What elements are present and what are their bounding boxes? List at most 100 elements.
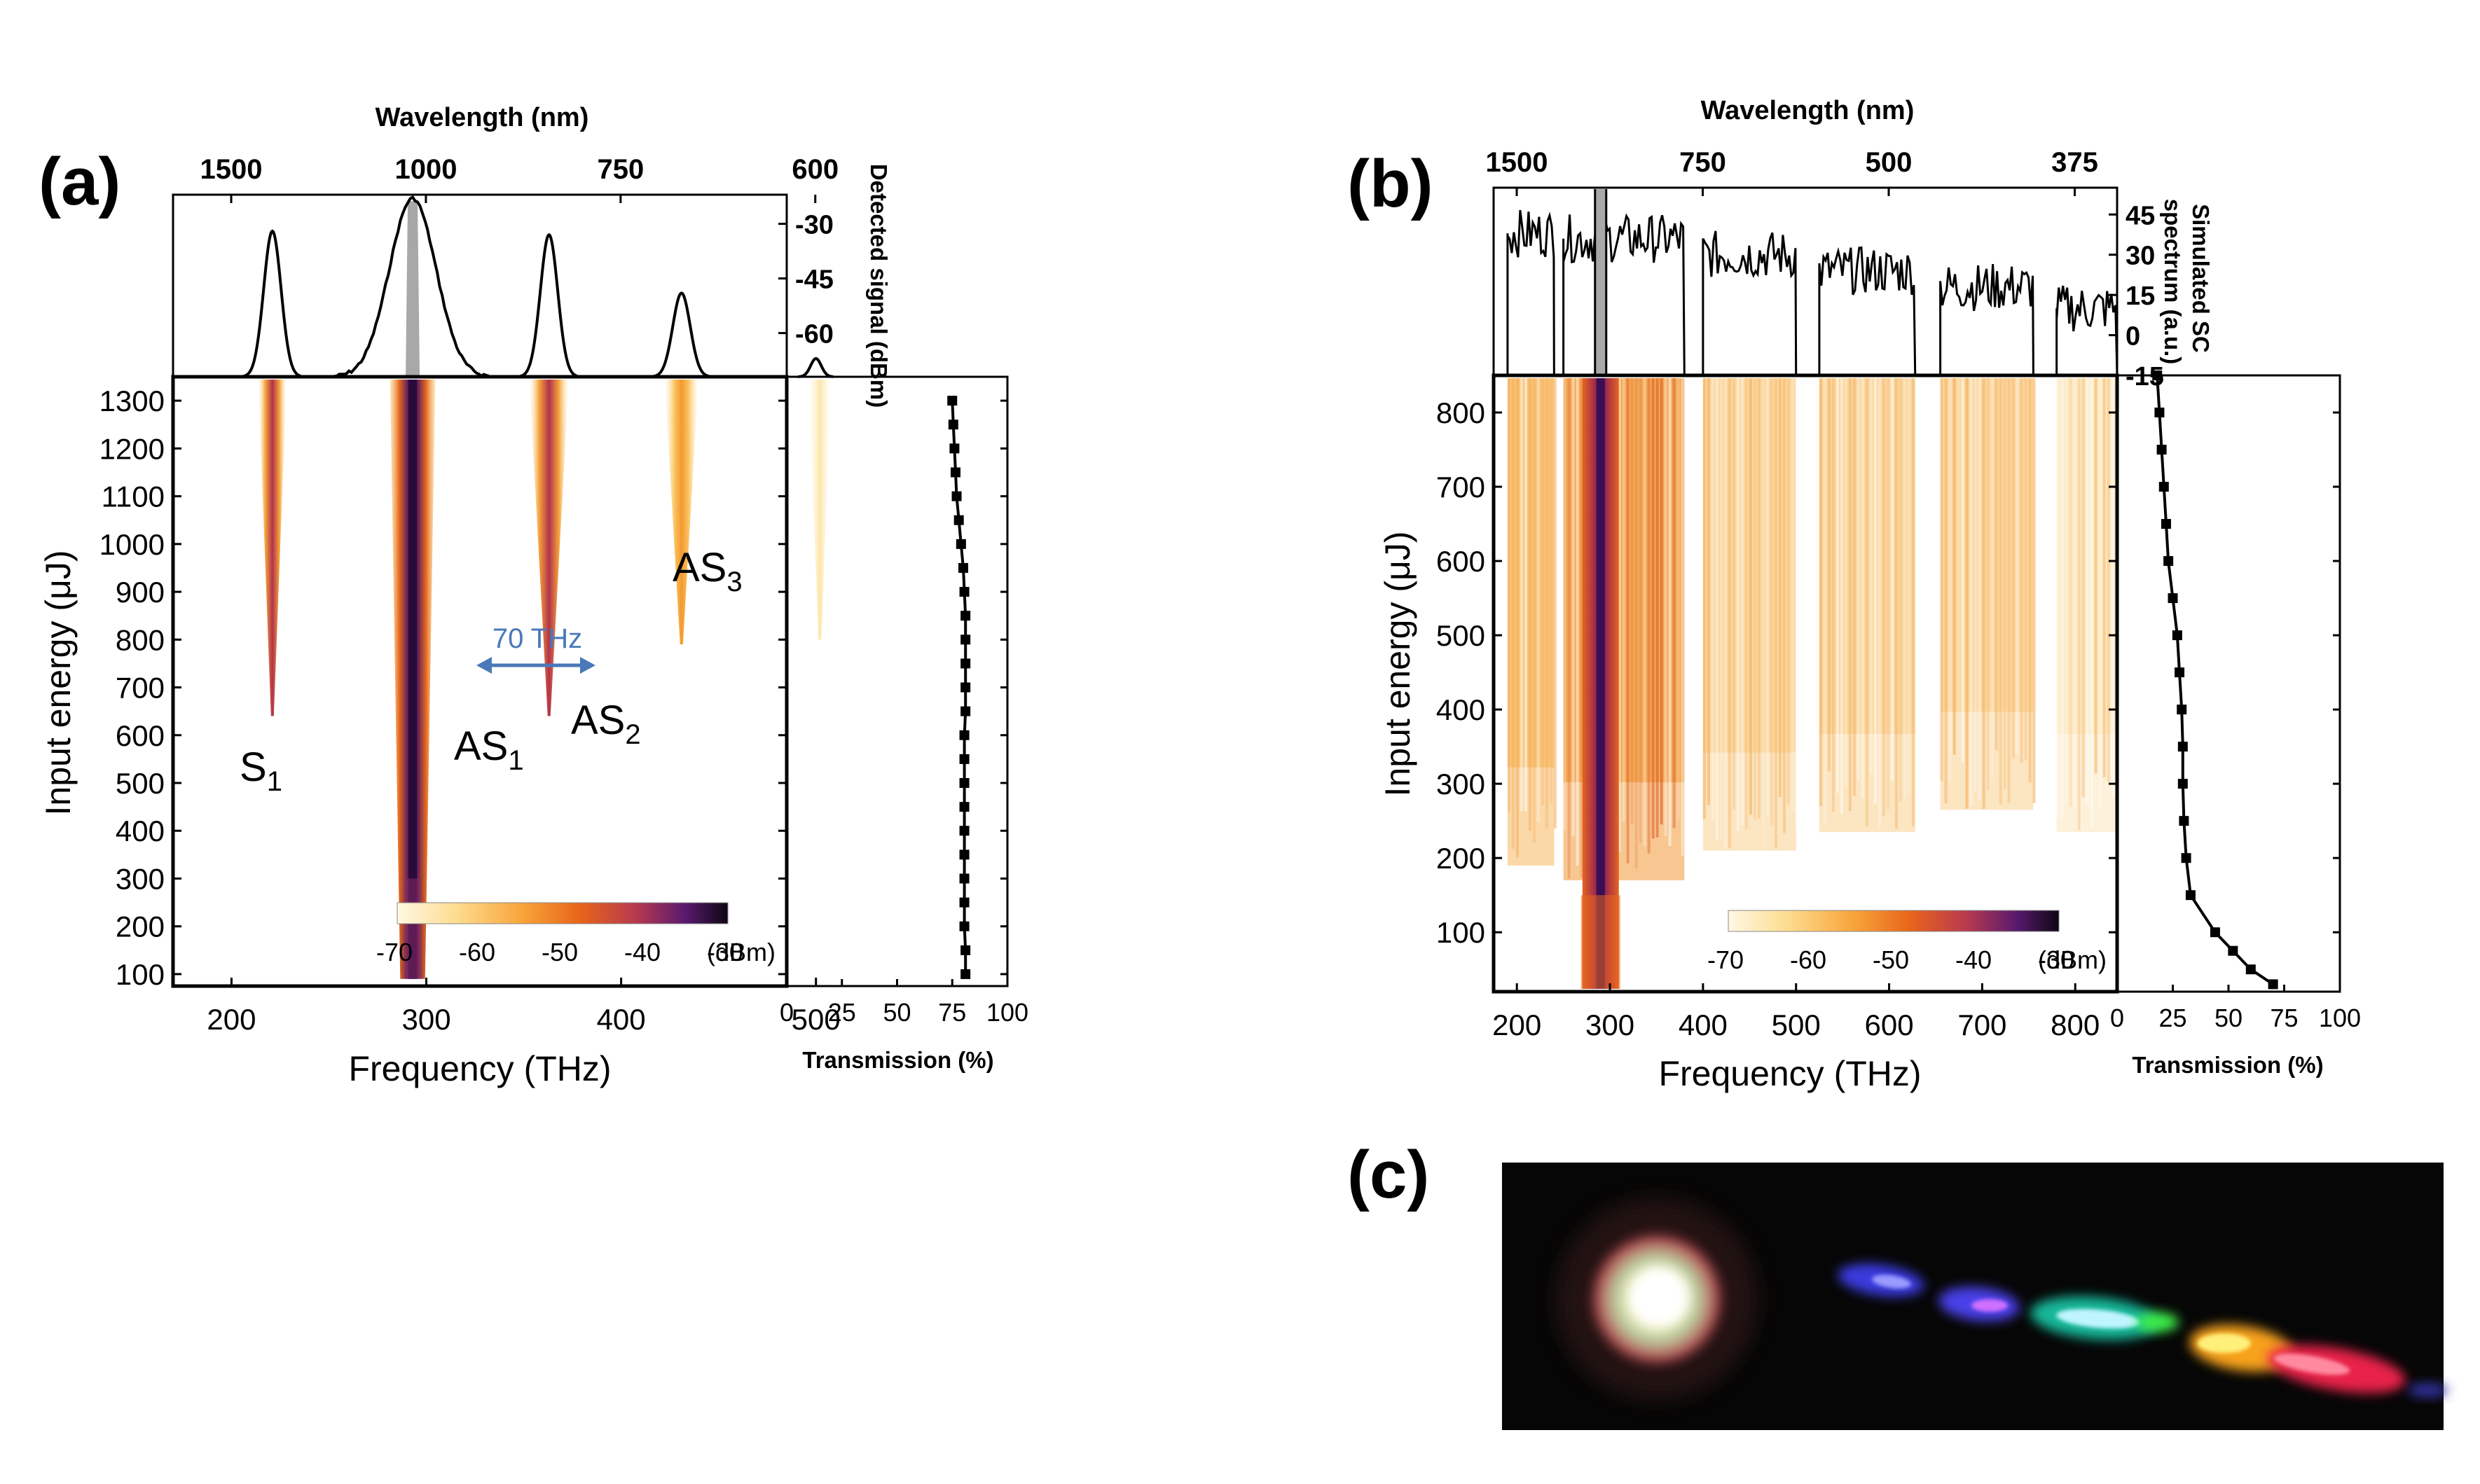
- x-tick-label: 200: [207, 1003, 256, 1036]
- band-streak: [2111, 378, 2114, 796]
- band-streak: [1852, 378, 1856, 797]
- panel-a-ylabel: Input energy (μJ): [39, 550, 78, 816]
- band-streak: [1819, 378, 1822, 806]
- band-streak: [1626, 378, 1630, 864]
- band-streak: [1571, 378, 1575, 837]
- band-streak: [1940, 378, 1943, 781]
- transmission-marker: [2181, 853, 2191, 864]
- wavelength-tick-label: 750: [1679, 147, 1726, 178]
- wavelength-tick-label: 500: [1866, 147, 1913, 178]
- band-streak: [2011, 378, 2015, 758]
- band-fade: [2056, 734, 2117, 833]
- band-streak: [2020, 378, 2023, 763]
- band-streak: [1511, 378, 1515, 849]
- y-tick-label: 1100: [102, 480, 165, 513]
- band-streak: [1835, 378, 1839, 793]
- band-streak: [1999, 378, 2002, 805]
- transmission-marker: [960, 611, 971, 621]
- band-streak: [1986, 378, 1990, 789]
- panel-a-colorbar-ticks: -70 -60 -50 -40 -30: [376, 938, 743, 966]
- band-streak: [1990, 378, 1994, 779]
- band-streak: [2028, 378, 2032, 783]
- x-tick-label: 600: [1865, 1008, 1914, 1041]
- band-fade: [1507, 767, 1555, 866]
- y-tick-label: 100: [116, 958, 165, 991]
- separation-arrow: [476, 657, 595, 674]
- band-streak: [1869, 378, 1873, 775]
- supercontinuum-band: [2056, 378, 2119, 833]
- colorbar-tick-label: -50: [1873, 945, 1909, 974]
- x-tick-label: 800: [2051, 1008, 2100, 1041]
- band-streak: [1618, 378, 1621, 852]
- transmission-marker: [2156, 445, 2167, 455]
- band-streak: [1840, 378, 1843, 815]
- colorbar-tick-label: -60: [459, 938, 495, 966]
- band-streak: [1948, 378, 1952, 783]
- band-streak: [2077, 378, 2081, 831]
- band-streak: [1761, 378, 1765, 847]
- transmission-marker: [959, 802, 970, 812]
- panel-a-heatmap: [258, 380, 832, 979]
- band-streak: [1827, 378, 1831, 772]
- band-streak: [2032, 378, 2036, 803]
- sc-spectrum-segment: [1506, 209, 1555, 376]
- spectrum-peak: [798, 356, 834, 378]
- transmission-marker: [2228, 945, 2238, 956]
- panel-b: (b) Wavelength (nm) 1500 750 500 375 453015…: [1347, 96, 2361, 1093]
- band-streak: [1507, 378, 1510, 813]
- panel-a-colorbar-gradient: [397, 902, 729, 924]
- transmission-marker: [2177, 742, 2188, 752]
- transmission-marker: [2168, 593, 2178, 604]
- band-streak: [1944, 378, 1948, 804]
- band-streak: [2107, 378, 2110, 782]
- band-streak: [1882, 378, 1885, 817]
- y-tick-label: 700: [1436, 471, 1485, 504]
- panel-b-colorbar-gradient: [1728, 910, 2060, 932]
- photo-spectrum-streak: [1838, 1263, 2447, 1397]
- band-streak: [1732, 378, 1735, 810]
- band-streak: [1757, 378, 1761, 819]
- band-streak: [1952, 378, 1956, 755]
- band-streak: [2086, 378, 2089, 805]
- transmission-marker: [2154, 408, 2165, 418]
- panel-b-label: (b): [1347, 146, 1433, 221]
- label-as2: AS2: [571, 698, 641, 750]
- band-streak: [1778, 378, 1782, 797]
- panel-b-transmission-xticks: 0 25 50 75 100: [2110, 985, 2361, 1032]
- spectrum-y-tick-label: 45: [2126, 201, 2155, 230]
- y-tick-label: 900: [116, 576, 165, 609]
- spectrum-y-tick-label: 15: [2126, 282, 2155, 311]
- label-s1: S1: [240, 744, 282, 797]
- band-streak: [1961, 378, 1964, 763]
- band-streak: [1668, 378, 1672, 846]
- x-tick-label: 200: [1492, 1008, 1541, 1041]
- band-streak: [1541, 378, 1544, 805]
- transmission-line: [2156, 375, 2274, 986]
- band-streak: [1549, 378, 1552, 803]
- band-fade: [1819, 734, 1915, 833]
- transmission-x-tick-label: 100: [2319, 1004, 2361, 1032]
- band-streak: [1823, 378, 1826, 824]
- band-streak: [1651, 378, 1655, 839]
- sc-spectrum-segment: [1562, 213, 1686, 376]
- band-streak: [1899, 378, 1902, 802]
- band-streak: [1553, 378, 1557, 828]
- y-tick-label: 1300: [99, 384, 165, 417]
- transmission-x-tick-label: 75: [938, 998, 966, 1027]
- transmission-marker: [960, 658, 971, 669]
- panel-a: (a) Wavelength (nm) 1500 1000 750 600 -30-4…: [39, 103, 1028, 1088]
- band-streak: [1911, 378, 1915, 826]
- band-base: [1819, 378, 1915, 833]
- transmission-x-tick-label: 50: [2214, 1004, 2243, 1032]
- band-streak: [1791, 378, 1794, 812]
- transmission-marker: [956, 539, 966, 549]
- supercontinuum-band: [1563, 378, 1685, 880]
- band-streak: [1681, 378, 1684, 856]
- band-streak: [1749, 378, 1752, 815]
- panel-b-wavelength-ticks: 1500 750 500 375: [1486, 147, 2098, 196]
- band-streak: [1664, 378, 1667, 836]
- colorbar-tick-label: -60: [1790, 945, 1826, 974]
- panel-a-transmission-xticks: 0 25 50 75 100: [780, 979, 1028, 1027]
- pump-core: [1596, 378, 1605, 989]
- wavelength-tick-label: 600: [792, 154, 839, 185]
